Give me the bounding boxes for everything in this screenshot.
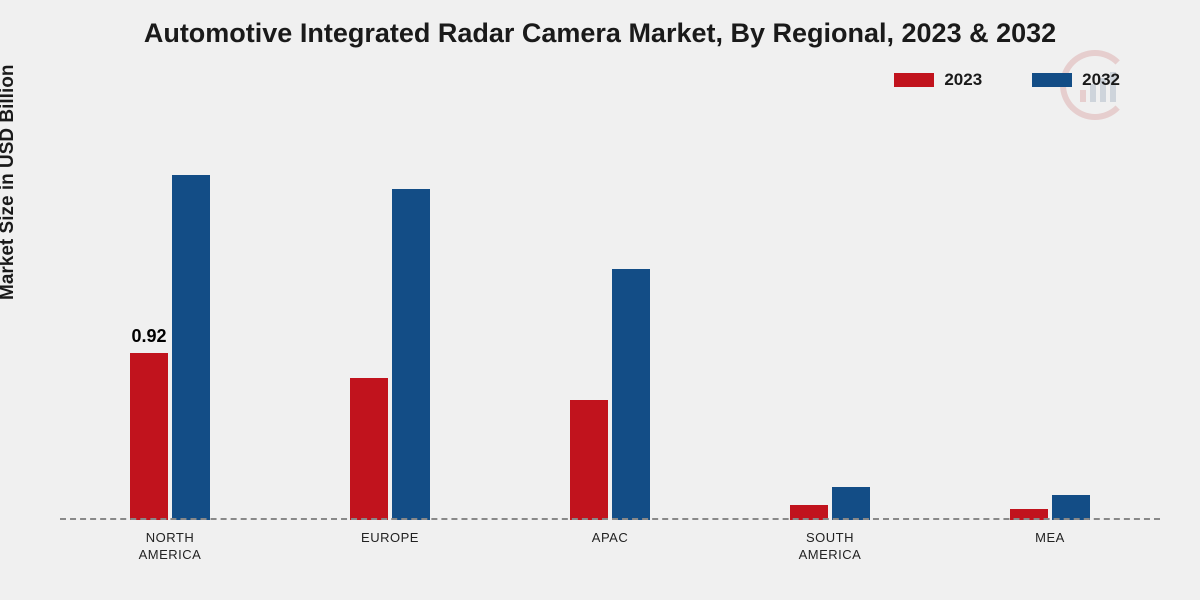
x-axis-label: NORTH AMERICA xyxy=(60,530,280,580)
bar-2023 xyxy=(350,378,388,520)
x-axis-label: APAC xyxy=(500,530,720,580)
bar-2032 xyxy=(832,487,870,520)
bar-group xyxy=(500,120,720,520)
bar-group: 0.92 xyxy=(60,120,280,520)
legend-item-2023: 2023 xyxy=(894,70,982,90)
bar-2032 xyxy=(172,175,210,520)
legend: 2023 2032 xyxy=(894,70,1120,90)
bar-groups: 0.92 xyxy=(60,120,1160,520)
x-axis-label: EUROPE xyxy=(280,530,500,580)
bar-value-label: 0.92 xyxy=(131,326,166,347)
chart-title: Automotive Integrated Radar Camera Marke… xyxy=(0,18,1200,49)
legend-swatch xyxy=(1032,73,1072,87)
y-axis-label: Market Size in USD Billion xyxy=(0,65,19,300)
x-axis-label: SOUTH AMERICA xyxy=(720,530,940,580)
bar-2032 xyxy=(1052,495,1090,520)
bar-group xyxy=(720,120,940,520)
x-axis-label: MEA xyxy=(940,530,1160,580)
bar-2032 xyxy=(392,189,430,520)
plot-area: 0.92 xyxy=(60,120,1160,520)
bar-2023 xyxy=(570,400,608,520)
bar-group xyxy=(940,120,1160,520)
legend-label: 2023 xyxy=(944,70,982,90)
bar-group xyxy=(280,120,500,520)
bar-2023: 0.92 xyxy=(130,353,168,520)
bar-2032 xyxy=(612,269,650,520)
legend-item-2032: 2032 xyxy=(1032,70,1120,90)
x-axis-labels: NORTH AMERICAEUROPEAPACSOUTH AMERICAMEA xyxy=(60,530,1160,580)
baseline xyxy=(60,518,1160,520)
legend-label: 2032 xyxy=(1082,70,1120,90)
legend-swatch xyxy=(894,73,934,87)
